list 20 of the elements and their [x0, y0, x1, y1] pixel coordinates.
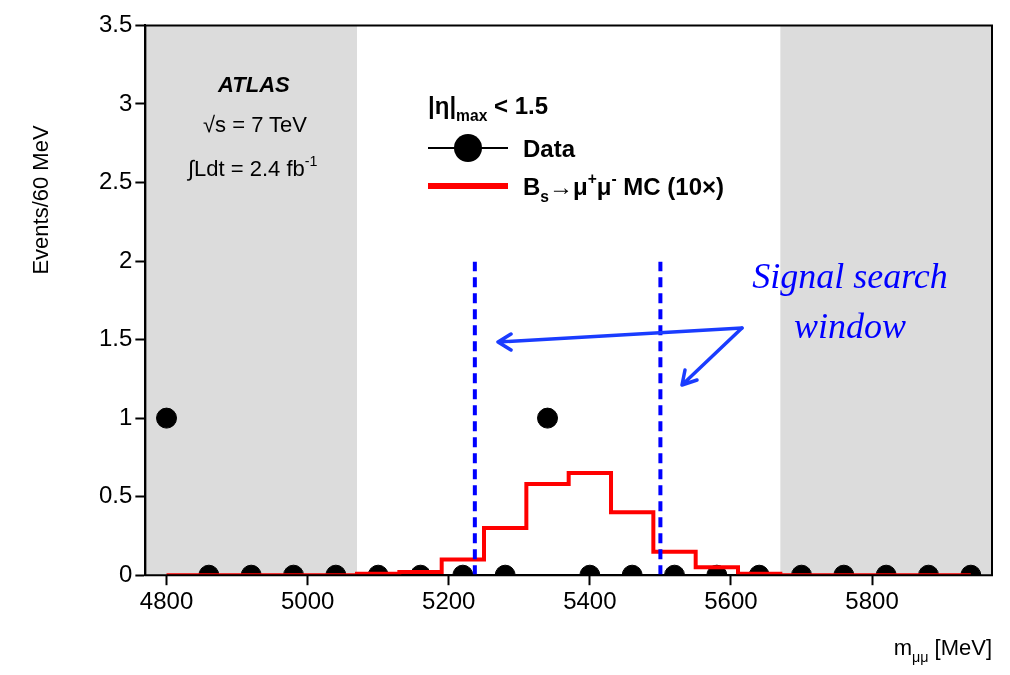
- annotation: ATLAS: [217, 72, 291, 97]
- x-tick-label: 4800: [139, 587, 194, 615]
- annotation: √s = 7 TeV: [203, 112, 308, 137]
- x-tick-label: 5400: [563, 587, 617, 615]
- y-tick-label: 3.5: [98, 10, 133, 38]
- x-tick-label: 5600: [704, 587, 758, 615]
- x-tick-label: 5800: [845, 587, 899, 615]
- y-tick-label: 3: [119, 88, 133, 116]
- annotation: window: [793, 306, 907, 346]
- y-tick-label: 2.5: [98, 167, 133, 195]
- y-tick-label: 1: [119, 402, 133, 430]
- y-tick-label: 2: [119, 245, 133, 273]
- legend-label: Data: [523, 135, 576, 162]
- y-tick-label: 1.5: [98, 324, 133, 352]
- y-tick-label: 0: [119, 559, 133, 587]
- y-axis-title: Events/60 MeV: [28, 125, 53, 275]
- x-tick-label: 5000: [280, 587, 335, 615]
- x-tick-label: 5200: [422, 587, 476, 615]
- annotation: Signal search: [752, 256, 948, 296]
- y-tick-label: 0.5: [98, 481, 133, 509]
